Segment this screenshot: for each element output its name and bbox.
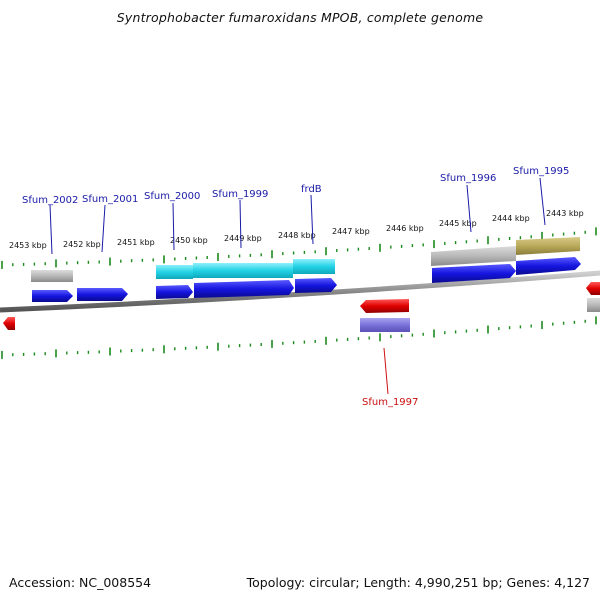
cds-arrow[interactable] (77, 288, 128, 301)
cds-arrow[interactable] (586, 282, 600, 295)
gene-leader-line (172, 202, 175, 251)
gene-bar[interactable] (193, 263, 293, 278)
kbp-label: 2447 kbp (332, 227, 370, 236)
gene-label-sfum-2001[interactable]: Sfum_2001 (82, 194, 138, 205)
gene-leaders-forward (49, 177, 546, 255)
cds-arrows-forward (32, 257, 581, 302)
kbp-label: 2451 kbp (117, 238, 155, 247)
kbp-label: 2446 kbp (386, 224, 424, 233)
cds-arrows-reverse (3, 282, 600, 330)
kbp-label: 2444 kbp (492, 214, 530, 223)
scale-ticks-upper (1, 227, 597, 269)
genome-summary: Topology: circular; Length: 4,990,251 bp… (246, 575, 590, 590)
scale-ticks-lower (1, 316, 597, 359)
gene-bar[interactable] (360, 318, 410, 332)
gene-labels-forward: Sfum_2002 Sfum_2001 Sfum_2000 Sfum_1999 … (22, 166, 569, 206)
kbp-label: 2449 kbp (224, 234, 262, 243)
gene-leader-line (310, 194, 314, 245)
cds-arrow[interactable] (432, 264, 516, 283)
kbp-label: 2448 kbp (278, 231, 316, 240)
gene-label-sfum-1996[interactable]: Sfum_1996 (440, 173, 496, 184)
gene-label-sfum-1997[interactable]: Sfum_1997 (362, 397, 418, 408)
gene-label-sfum-2002[interactable]: Sfum_2002 (22, 195, 78, 206)
kbp-label: 2453 kbp (9, 241, 47, 250)
gene-label-sfum-1999[interactable]: Sfum_1999 (212, 189, 268, 200)
kbp-label: 2452 kbp (63, 240, 101, 249)
scale-labels: 2453 kbp 2452 kbp 2451 kbp 2450 kbp 2449… (9, 209, 584, 250)
gene-bar[interactable] (156, 265, 193, 279)
gene-label-sfum-2000[interactable]: Sfum_2000 (144, 191, 200, 202)
cds-arrow[interactable] (3, 317, 15, 330)
cds-arrow[interactable] (156, 285, 193, 299)
accession-label: Accession: NC_008554 (9, 575, 152, 590)
cds-arrow[interactable] (360, 299, 409, 313)
gene-bar[interactable] (431, 246, 516, 266)
gene-features (31, 237, 600, 332)
kbp-label: 2445 kbp (439, 219, 477, 228)
map-title: Syntrophobacter fumaroxidans MPOB, compl… (116, 10, 484, 25)
gene-label-frdb[interactable]: frdB (301, 184, 322, 195)
cds-arrow[interactable] (32, 290, 73, 302)
kbp-label: 2450 kbp (170, 236, 208, 245)
gene-bar[interactable] (516, 237, 580, 255)
gene-leader-line (466, 184, 472, 233)
gene-bar[interactable] (587, 298, 600, 312)
gene-label-sfum-1995[interactable]: Sfum_1995 (513, 166, 569, 177)
cds-arrow[interactable] (194, 280, 294, 298)
gene-bar[interactable] (293, 259, 335, 274)
genome-backbone (0, 270, 600, 313)
gene-leader-line (101, 204, 106, 253)
gene-leader-line (383, 347, 389, 395)
cds-arrow[interactable] (516, 257, 581, 275)
gene-leader-line (539, 177, 546, 226)
kbp-label: 2443 kbp (546, 209, 584, 218)
gene-leader-line (49, 204, 53, 255)
cds-arrow[interactable] (295, 278, 337, 293)
gene-bar[interactable] (31, 270, 73, 282)
gene-leader-line (239, 199, 242, 249)
